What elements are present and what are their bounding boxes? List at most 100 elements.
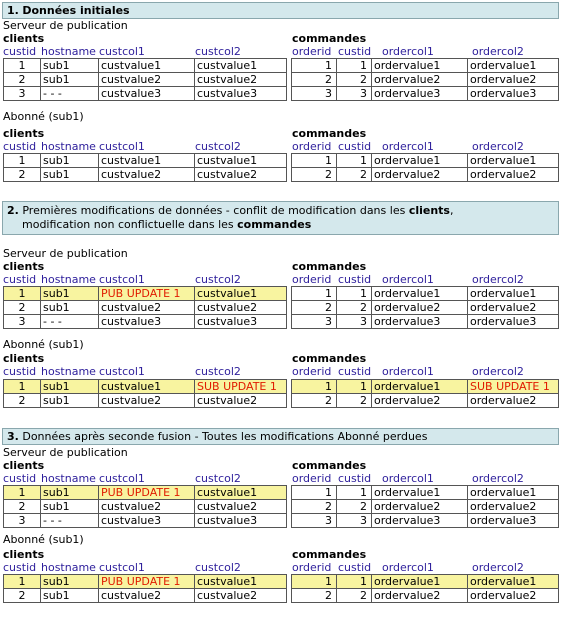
- table-row: 3- - - custvalue3 custvalue3: [3, 513, 287, 528]
- col-custcol1: custcol1: [99, 140, 145, 153]
- cell: 1: [291, 58, 337, 73]
- table-row-highlighted: 1 1 ordervalue1 ordervalue1: [291, 574, 559, 589]
- table-row: 1 1 ordervalue1 ordervalue1: [291, 58, 559, 73]
- s1-pub-clients-header: custid hostname custcol1 custcol2: [3, 45, 286, 58]
- cell: custvalue2: [194, 167, 287, 182]
- cell: custvalue2: [98, 499, 195, 514]
- s2-pub-clients-header: custid hostname custcol1 custcol2: [3, 273, 286, 286]
- s1-sub-clients-header: custid hostname custcol1 custcol2: [3, 140, 286, 153]
- cell-updated: SUB UPDATE 1: [467, 379, 559, 394]
- cell: 2: [336, 300, 372, 315]
- table-row: 2 sub1 custvalue2 custvalue2: [3, 300, 287, 315]
- cell: custvalue3: [98, 314, 195, 329]
- s2-pub-orders-table: 1 1 ordervalue1 ordervalue1 2 2 ordervalue2 or…: [291, 286, 559, 329]
- cell: ordervalue2: [371, 300, 468, 315]
- cell: 2: [3, 393, 41, 408]
- cell: custvalue2: [98, 167, 195, 182]
- cell: custvalue2: [98, 72, 195, 87]
- cell: ordervalue3: [371, 513, 468, 528]
- cell: custvalue2: [194, 300, 287, 315]
- s2-pub-commandes-title: commandes: [292, 260, 367, 273]
- s1-sub-clients-table: 1 sub1 custvalue1 custvalue1 2 sub1 custvalue…: [3, 153, 287, 182]
- cell: custvalue2: [194, 588, 287, 603]
- section-2-heading-part: Premières modifications de données - con…: [22, 204, 409, 217]
- cell: sub1: [40, 167, 99, 182]
- col-custid: custid: [338, 472, 372, 485]
- s3-sub-orders-header: orderid custid ordercol1 ordercol2: [292, 561, 557, 574]
- cell: 2: [336, 499, 372, 514]
- cell: ordervalue2: [371, 499, 468, 514]
- table-row: 2 2 ordervalue2 ordervalue2: [291, 300, 559, 315]
- col-ordercol1: ordercol1: [382, 140, 434, 153]
- col-orderid: orderid: [292, 472, 332, 485]
- col-custcol2: custcol2: [195, 45, 241, 58]
- s3-sub-commandes-title: commandes: [292, 548, 367, 561]
- s3-sub-clients-table: 1 sub1 PUB UPDATE 1 custvalue1 2 sub1 custval…: [3, 574, 287, 603]
- cell: custvalue1: [194, 485, 287, 500]
- cell: ordervalue1: [467, 153, 559, 168]
- s3-pub-commandes-title: commandes: [292, 459, 367, 472]
- s2-pub-clients-table: 1 sub1 PUB UPDATE 1 custvalue1 2 sub1 custval…: [3, 286, 287, 329]
- table-row: 2 sub1 custvalue2 custvalue2: [3, 72, 287, 87]
- cell: 2: [3, 499, 41, 514]
- cell: sub1: [40, 379, 99, 394]
- cell: 2: [336, 167, 372, 182]
- s3-sub-clients-title: clients: [3, 548, 45, 561]
- col-ordercol1: ordercol1: [382, 365, 434, 378]
- cell: 2: [336, 72, 372, 87]
- col-orderid: orderid: [292, 561, 332, 574]
- col-custid: custid: [338, 365, 372, 378]
- cell: ordervalue3: [467, 314, 559, 329]
- cell: custvalue2: [98, 393, 195, 408]
- col-ordercol2: ordercol2: [472, 561, 524, 574]
- cell: 2: [3, 72, 41, 87]
- cell: 1: [3, 379, 41, 394]
- cell: 1: [3, 153, 41, 168]
- cell: ordervalue1: [371, 153, 468, 168]
- cell: sub1: [40, 153, 99, 168]
- section-1-pub-label: Serveur de publication: [3, 19, 128, 32]
- table-row: 3- - - custvalue3 custvalue3: [3, 314, 287, 329]
- cell: ordervalue2: [371, 393, 468, 408]
- cell: - - -: [40, 86, 99, 101]
- s3-sub-orders-table: 1 1 ordervalue1 ordervalue1 2 2 ordervalue2 or…: [291, 574, 559, 603]
- cell: sub1: [40, 499, 99, 514]
- section-2-number: 2.: [7, 204, 19, 217]
- col-custcol2: custcol2: [195, 472, 241, 485]
- col-custid: custid: [3, 140, 37, 153]
- col-custcol1: custcol1: [99, 273, 145, 286]
- cell: ordervalue2: [467, 300, 559, 315]
- cell: sub1: [40, 58, 99, 73]
- s3-pub-orders-header: orderid custid ordercol1 ordercol2: [292, 472, 557, 485]
- table-row: 2 2 ordervalue2 ordervalue2: [291, 167, 559, 182]
- cell: custvalue1: [194, 286, 287, 301]
- cell: 2: [291, 72, 337, 87]
- col-hostname: hostname: [41, 140, 96, 153]
- cell: 2: [336, 588, 372, 603]
- cell: - - -: [40, 513, 99, 528]
- cell: custvalue2: [98, 300, 195, 315]
- cell: sub1: [40, 485, 99, 500]
- cell: 3: [3, 314, 41, 329]
- cell: custvalue1: [98, 379, 195, 394]
- s1-sub-clients-title: clients: [3, 127, 45, 140]
- col-custcol1: custcol1: [99, 45, 145, 58]
- col-orderid: orderid: [292, 365, 332, 378]
- cell: sub1: [40, 393, 99, 408]
- col-ordercol1: ordercol1: [382, 45, 434, 58]
- col-custcol1: custcol1: [99, 365, 145, 378]
- table-row-highlighted: 1 sub1 PUB UPDATE 1 custvalue1: [3, 286, 287, 301]
- section-1-number: 1.: [7, 4, 19, 17]
- s2-pub-orders-header: orderid custid ordercol1 ordercol2: [292, 273, 557, 286]
- col-hostname: hostname: [41, 365, 96, 378]
- s3-pub-clients-header: custid hostname custcol1 custcol2: [3, 472, 286, 485]
- col-custid: custid: [338, 140, 372, 153]
- section-3-title: 3. Données après seconde fusion - Toutes…: [2, 428, 559, 445]
- cell: 2: [291, 393, 337, 408]
- cell: ordervalue2: [371, 167, 468, 182]
- col-custid: custid: [338, 45, 372, 58]
- table-row: 2 sub1 custvalue2 custvalue2: [3, 588, 287, 603]
- col-custid: custid: [3, 561, 37, 574]
- cell: 1: [336, 574, 372, 589]
- section-1-heading: Données initiales: [22, 4, 130, 17]
